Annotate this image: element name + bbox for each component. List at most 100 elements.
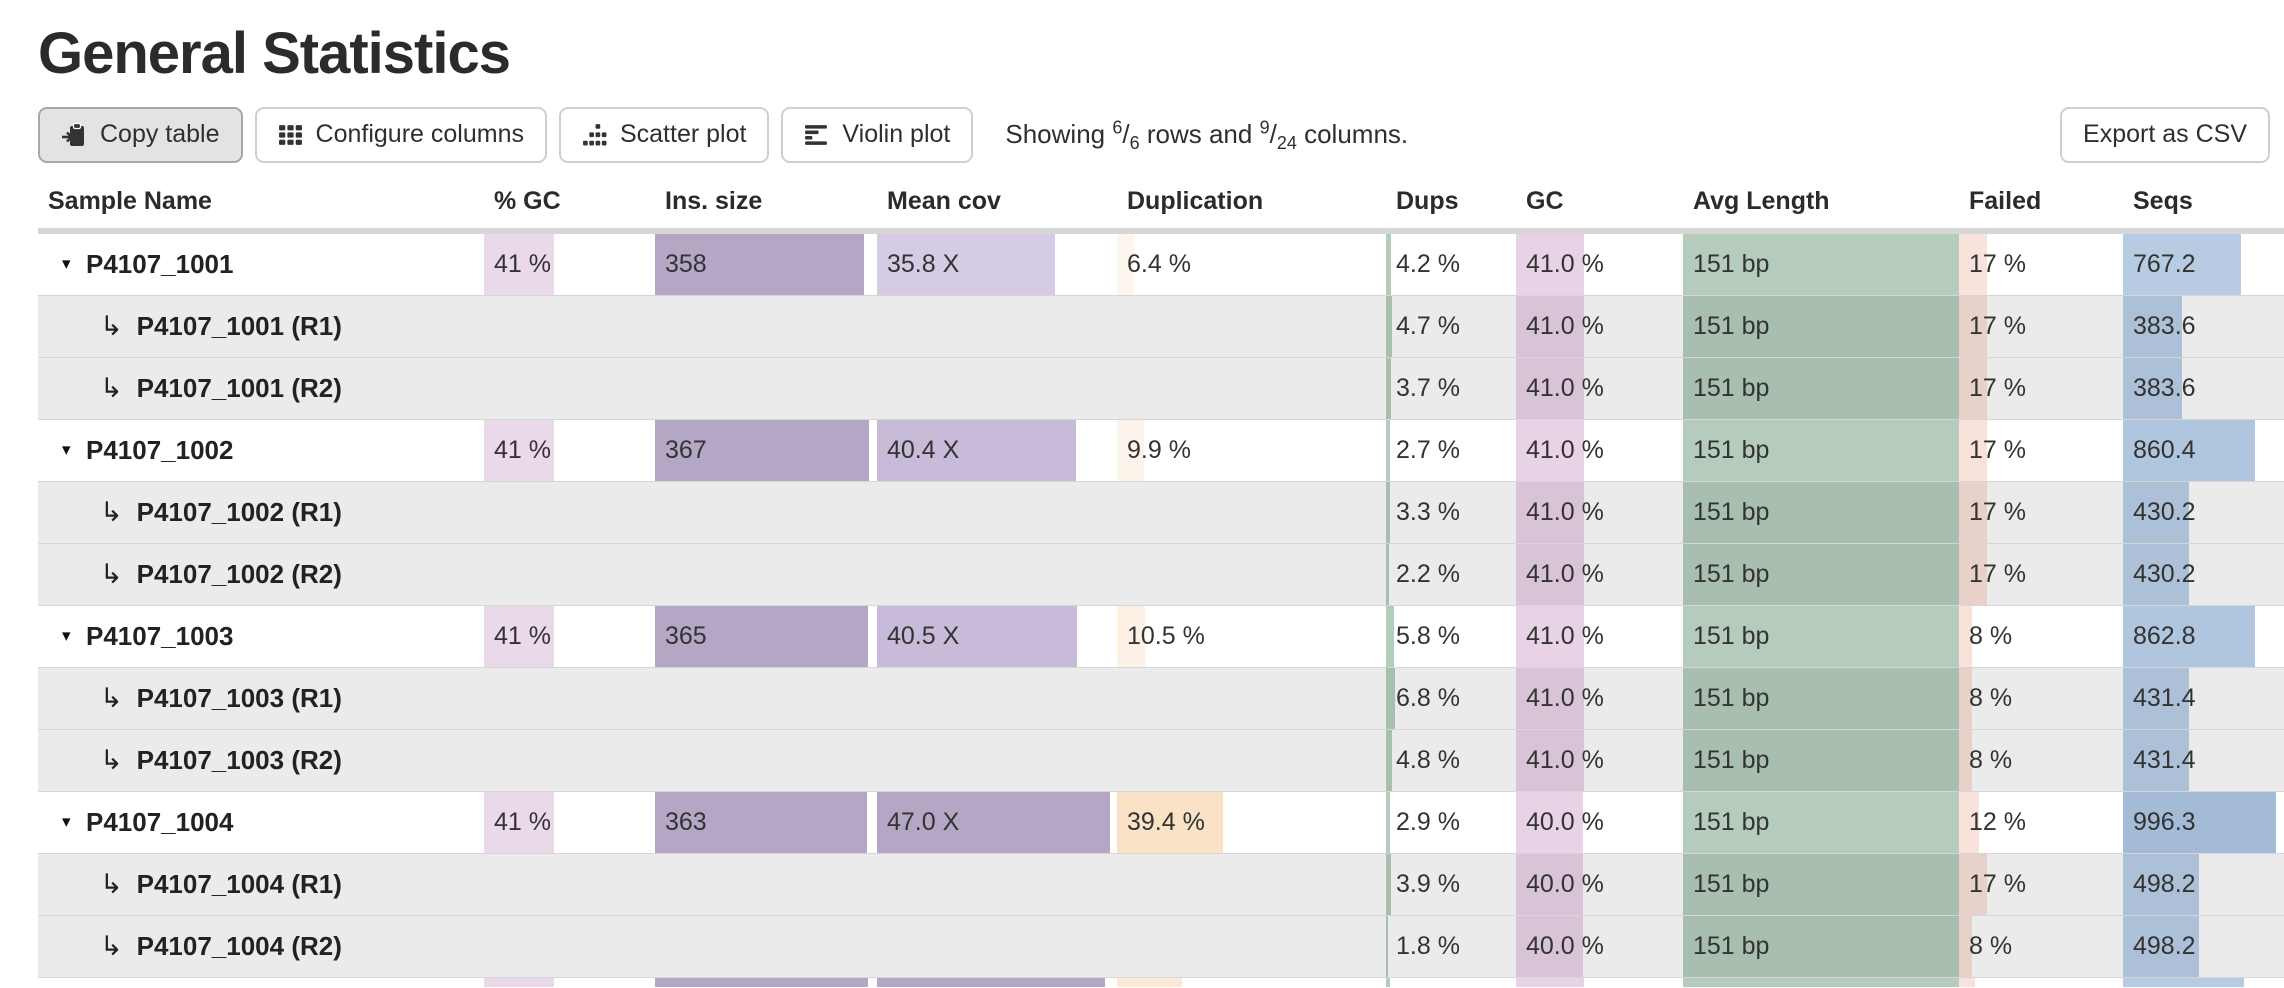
sample-name-cell[interactable]: ▾ P4107_1003 [38, 604, 484, 667]
cell-mean_cov: 40.4 X [877, 418, 1117, 481]
cell-avg_length: 151 bp [1683, 604, 1959, 667]
cell-avg_length: 151 bp [1683, 914, 1959, 977]
gc-value: 40.0 % [1526, 869, 1604, 898]
sample-name-cell[interactable]: ↳ P4107_1004 (R1) [38, 852, 484, 915]
table-row: ▾ P4107_1002 41 % 367 40.4 X 9.9 % 2.7 % 41.0 %… [38, 418, 2284, 481]
sample-name: P4107_1002 (R1) [136, 496, 342, 527]
gc-value: 41.0 % [1526, 621, 1604, 650]
seqs-value: 498.2 [2133, 931, 2196, 960]
sample-name-cell[interactable]: ↳ P4107_1004 (R2) [38, 914, 484, 977]
cell-pct_gc [484, 294, 655, 357]
cell-duplication [1117, 356, 1386, 419]
cell-failed: 17 % [1959, 356, 2123, 419]
column-header-seqs[interactable]: Seqs [2123, 172, 2284, 234]
duplication-value: 9.9 % [1127, 435, 1191, 464]
cell-ins_size [655, 480, 877, 543]
mean_cov-value: 35.8 X [887, 249, 960, 278]
cell-failed: 17 % [1959, 294, 2123, 357]
table-row: ▾ P4107_1001 41 % 358 35.8 X 6.4 % 4.2 % 41.0 %… [38, 230, 2284, 295]
column-header-gc[interactable]: GC [1516, 172, 1683, 234]
dups-value: 2.9 % [1396, 807, 1460, 836]
sample-name: P4107_1001 (R1) [136, 310, 342, 341]
sample-name-cell[interactable]: ↳ P4107_1003 (R2) [38, 728, 484, 791]
cell-seqs: 767.2 [2123, 230, 2284, 295]
table-row: ↳ P4107_1002 (R1) 3.3 % 41.0 % 151 bp 17 % 430… [38, 480, 2284, 543]
general-statistics-table: Sample Name% GC Ins. size Mean cov Duplicat… [38, 172, 2284, 987]
gc-value-bar [1516, 544, 1585, 605]
cell-dups: 3.7 % [1386, 356, 1516, 419]
cell-avg_length: 151 bp [1683, 356, 1959, 419]
sample-name-cell[interactable]: ▾ P4107_1004 [38, 790, 484, 853]
column-header-sample[interactable]: Sample Name [38, 172, 484, 234]
sample-name-cell[interactable]: ↳ P4107_1002 (R2) [38, 542, 484, 605]
configure-columns-button[interactable]: Configure columns [254, 107, 547, 163]
column-header-ins_size[interactable]: Ins. size [655, 172, 877, 234]
seqs-value: 498.2 [2133, 869, 2196, 898]
cell-pct_gc [484, 542, 655, 605]
table-row: ↳ P4107_1004 (R1) 3.9 % 40.0 % 151 bp 17 % 498… [38, 852, 2284, 915]
gc-value: 41.0 % [1526, 249, 1604, 278]
cell-mean_cov [877, 852, 1117, 915]
collapse-toggle-icon[interactable]: ▾ [62, 626, 71, 645]
cell-dups: 1.8 % [1386, 914, 1516, 977]
seqs-value-bar [2123, 358, 2182, 419]
sample-name-cell[interactable]: ↳ P4107_1002 (R1) [38, 480, 484, 543]
column-header-pct_gc[interactable]: % GC [484, 172, 655, 234]
sample-name-cell[interactable]: ▾ P4107_1001 [38, 230, 484, 295]
cell-ins_size [655, 294, 877, 357]
cell-gc: 41.0 % [1516, 418, 1683, 481]
collapse-toggle-icon[interactable]: ▾ [62, 440, 71, 459]
violin-bars-icon [804, 122, 829, 147]
column-header-avg_length[interactable]: Avg Length [1683, 172, 1959, 234]
scatter-plot-button[interactable]: Scatter plot [558, 107, 770, 163]
column-header-duplication[interactable]: Duplication [1117, 172, 1386, 234]
cell-mean_cov: 40.5 X [877, 604, 1117, 667]
cell-mean_cov [877, 666, 1117, 729]
sample-name-cell[interactable]: ↳ P4107_1001 (R1) [38, 294, 484, 357]
dups-value-bar [1386, 668, 1395, 729]
avg_length-value: 151 bp [1693, 869, 1770, 898]
avg_length-value-bar [1683, 544, 1959, 605]
gc-value: 41.0 % [1526, 435, 1604, 464]
export-csv-button[interactable]: Export as CSV [2060, 107, 2270, 163]
sample-name-cell[interactable]: ↳ P4107_1001 (R2) [38, 356, 484, 419]
column-header-mean_cov[interactable]: Mean cov [877, 172, 1117, 234]
failed-value: 8 % [1969, 621, 2013, 650]
cell-ins_size: 367 [655, 418, 877, 481]
avg_length-value: 151 bp [1693, 621, 1770, 650]
sample-name-cell[interactable]: ▾ P4107_1002 [38, 418, 484, 481]
cell-duplication [1117, 480, 1386, 543]
cell-mean_cov [877, 542, 1117, 605]
collapse-toggle-icon[interactable]: ▾ [62, 812, 71, 831]
pct_gc-value: 41 % [494, 807, 551, 836]
pct_gc-value-bar [484, 233, 555, 295]
cell-seqs [2123, 976, 2284, 987]
cell-failed: 12 % [1959, 790, 2123, 853]
subsample-arrow-icon: ↳ [100, 868, 123, 899]
duplication-value-bar [1117, 606, 1146, 667]
collapse-toggle-icon[interactable]: ▾ [62, 254, 71, 273]
cell-duplication [1117, 914, 1386, 977]
copy-table-button[interactable]: Copy table [38, 107, 243, 163]
seqs-value-bar [2123, 668, 2189, 729]
cell-ins_size [655, 852, 877, 915]
table-row: ▾ P4107_1004 41 % 363 47.0 X 39.4 % 2.9 % 40.0 … [38, 790, 2284, 853]
gc-value: 41.0 % [1526, 373, 1604, 402]
cell-mean_cov: 35.8 X [877, 230, 1117, 295]
avg_length-value-bar [1683, 978, 1959, 987]
ins_size-value: 358 [665, 249, 707, 278]
gc-value: 41.0 % [1526, 311, 1604, 340]
cell-duplication [1117, 542, 1386, 605]
column-header-failed[interactable]: Failed [1959, 172, 2123, 234]
cell-pct_gc [484, 480, 655, 543]
column-header-dups[interactable]: Dups [1386, 172, 1516, 234]
cell-failed: 17 % [1959, 230, 2123, 295]
sample-name-cell[interactable]: ↳ P4107_1003 (R1) [38, 666, 484, 729]
cell-failed: 17 % [1959, 852, 2123, 915]
sample-name: P4107_1003 [86, 620, 234, 651]
violin-plot-button[interactable]: Violin plot [781, 107, 974, 163]
table-row: ↳ P4107_1002 (R2) 2.2 % 41.0 % 151 bp 17 % 430… [38, 542, 2284, 605]
gc-value-bar [1516, 730, 1585, 791]
ins_size-value: 365 [665, 621, 707, 650]
cell-duplication [1117, 976, 1386, 987]
